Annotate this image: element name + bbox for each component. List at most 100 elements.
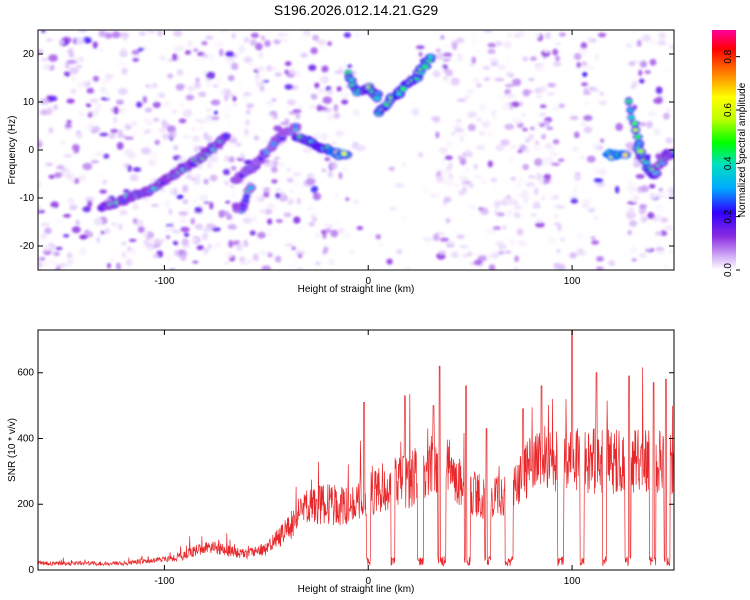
noise-cell (66, 252, 73, 259)
noise-cell (653, 127, 662, 136)
noise-cell (136, 101, 143, 108)
noise-cell (658, 188, 663, 192)
noise-cell (219, 48, 224, 57)
noise-cell (167, 73, 174, 79)
noise-cell (172, 240, 179, 246)
noise-cell (56, 165, 66, 170)
noise-cell (655, 204, 663, 212)
noise-cell (504, 83, 514, 88)
noise-cell (230, 165, 237, 171)
noise-cell (638, 69, 643, 77)
noise-cell (491, 109, 497, 118)
noise-cell (295, 111, 301, 120)
noise-cell (165, 253, 171, 258)
noise-cell (453, 230, 460, 234)
noise-cell (599, 138, 605, 143)
noise-cell (528, 133, 535, 140)
noise-cell (541, 157, 548, 164)
noise-cell (484, 228, 493, 234)
noise-cell (558, 103, 565, 109)
noise-cell (100, 230, 105, 235)
noise-cell (103, 88, 109, 95)
noise-cell (510, 101, 521, 108)
noise-cell (285, 167, 292, 173)
noise-cell (193, 178, 201, 185)
ridge-cell (427, 54, 434, 60)
noise-cell (437, 66, 445, 73)
ridge-cell (627, 108, 634, 113)
noise-cell (543, 45, 550, 53)
noise-cell (298, 224, 308, 232)
snr-x-label: Height of straight line (km) (298, 584, 415, 595)
noise-cell (401, 162, 407, 167)
noise-cell (532, 144, 542, 152)
noise-cell (533, 200, 541, 208)
noise-cell (102, 153, 110, 159)
noise-cell (94, 103, 103, 111)
noise-cell (324, 157, 331, 162)
noise-cell (203, 201, 210, 205)
noise-cell (227, 224, 237, 230)
noise-cell (225, 51, 235, 58)
noise-cell (506, 32, 514, 39)
noise-cell (646, 246, 652, 251)
noise-cell (462, 186, 467, 194)
noise-cell (557, 158, 565, 162)
noise-cell (327, 115, 336, 120)
noise-cell (51, 260, 59, 265)
noise-cell (528, 77, 535, 82)
noise-cell (322, 221, 328, 227)
noise-cell (92, 41, 98, 49)
noise-cell (144, 107, 153, 113)
noise-cell (546, 157, 553, 162)
noise-cell (141, 197, 150, 203)
noise-cell (401, 215, 407, 220)
noise-cell (349, 248, 354, 255)
noise-cell (558, 98, 565, 102)
noise-cell (598, 32, 607, 38)
noise-cell (86, 87, 95, 94)
noise-cell (208, 53, 215, 62)
noise-cell (284, 61, 292, 67)
noise-cell (638, 252, 648, 259)
noise-cell (82, 162, 93, 171)
noise-cell (486, 253, 494, 261)
noise-cell (175, 45, 186, 52)
noise-cell (142, 232, 149, 237)
noise-cell (224, 105, 229, 111)
noise-cell (214, 78, 223, 84)
noise-cell (627, 185, 637, 193)
noise-cell (456, 234, 465, 239)
noise-cell (40, 107, 49, 111)
noise-cell (436, 30, 441, 34)
noise-cell (173, 145, 179, 151)
noise-cell (530, 32, 541, 39)
spectrogram-y-label: Frequency (Hz) (7, 116, 18, 185)
noise-cell (166, 125, 177, 133)
noise-cell (263, 191, 270, 198)
noise-cell (333, 103, 339, 112)
noise-cell (267, 229, 272, 233)
noise-cell (481, 120, 491, 129)
noise-cell (660, 230, 668, 237)
noise-cell (160, 55, 166, 60)
noise-cell (648, 183, 656, 189)
ridge-cell (643, 160, 650, 165)
noise-cell (345, 197, 350, 202)
noise-cell (146, 87, 155, 92)
noise-cell (544, 239, 550, 244)
noise-cell (224, 88, 231, 95)
noise-cell (279, 39, 290, 43)
noise-cell (67, 258, 73, 267)
noise-cell (131, 121, 137, 127)
noise-cell (512, 135, 518, 143)
noise-cell (255, 42, 263, 51)
noise-cell (222, 168, 231, 176)
noise-cell (187, 39, 193, 48)
noise-cell (225, 251, 234, 259)
noise-cell (308, 104, 317, 109)
noise-cell (104, 227, 111, 235)
noise-cell (655, 231, 663, 236)
x-tick-label: 0 (365, 576, 371, 587)
noise-cell (423, 189, 434, 195)
